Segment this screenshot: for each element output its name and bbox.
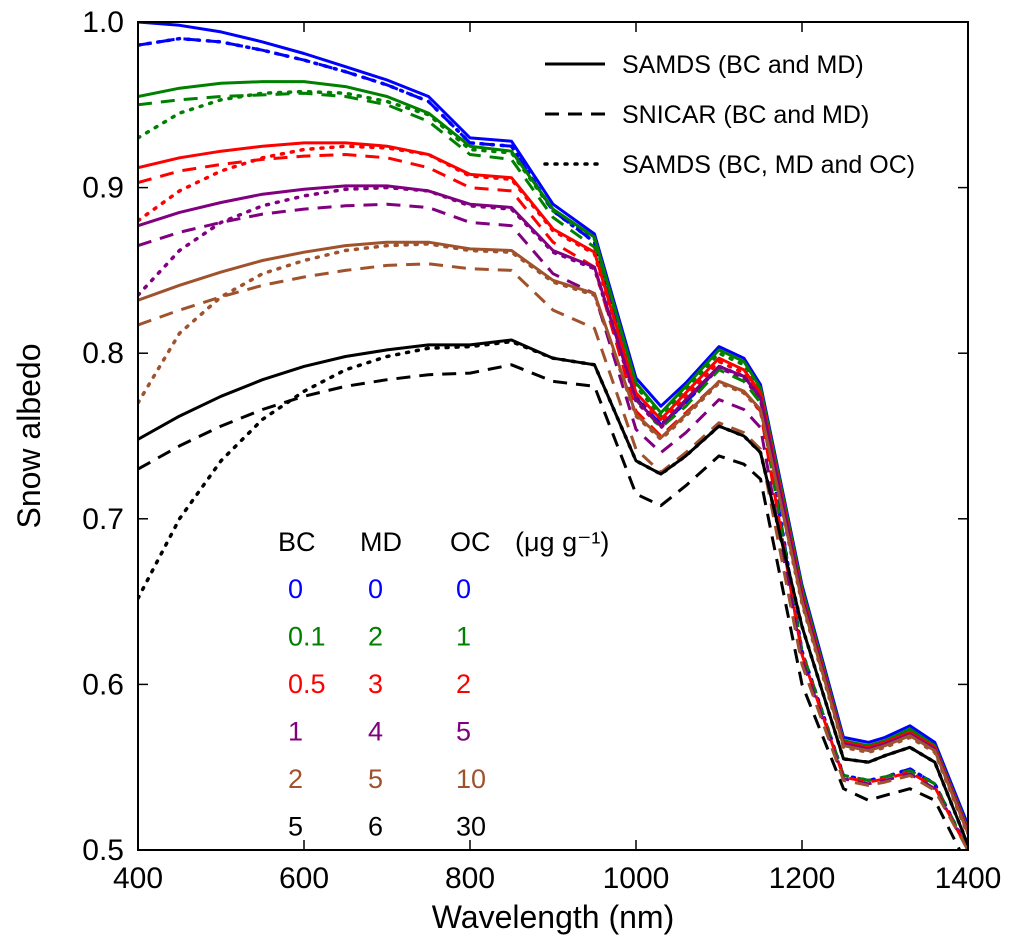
x-tick-label: 1200 [769,862,836,895]
table-cell-bc: 1 [288,717,303,747]
x-tick-label: 1400 [935,862,1002,895]
series-line-solid-group-5 [138,338,968,846]
table-cell-oc: 0 [456,574,471,604]
table-cell-bc: 5 [288,812,303,842]
y-tick-label: 0.7 [82,503,124,536]
x-axis-label: Wavelength (nm) [432,899,674,935]
table-cell-oc: 30 [456,812,486,842]
table-cell-oc: 10 [456,764,486,794]
table-cell-md: 3 [368,669,383,699]
table-rows: 0 0 0 0.1 2 1 0.5 3 2 1 4 5 2 5 10 5 6 30 [288,574,486,842]
plot-frame [137,21,969,851]
table-cell-oc: 2 [456,669,471,699]
table-cell-md: 5 [368,764,383,794]
table-cell-bc: 0 [288,574,303,604]
series-line-solid-group-0 [138,22,968,826]
table-header-bc: BC [278,527,316,557]
y-tick-label: 1.0 [82,6,124,39]
table-cell-md: 0 [368,574,383,604]
table-cell-md: 6 [368,812,383,842]
y-tick-label: 0.9 [82,172,124,205]
series-line-dashed-group-4 [138,262,968,850]
x-tick-label: 600 [279,862,329,895]
table-cell-bc: 2 [288,764,303,794]
series-line-solid-group-4 [138,240,968,834]
series-layer [138,22,968,850]
table-header-oc: OC [450,527,491,557]
legend-label-snicar-bc-md: SNICAR (BC and MD) [622,101,869,129]
table-cell-md: 4 [368,717,383,747]
series-line-solid-group-2 [138,141,968,831]
x-tick-label: 1000 [603,862,670,895]
table-cell-md: 2 [368,622,383,652]
series-line-solid-group-1 [138,80,968,830]
table-cell-oc: 1 [456,622,471,652]
y-tick-label: 0.5 [82,834,124,867]
table-header-md: MD [360,527,402,557]
series-line-dashed-group-3 [138,202,968,850]
concentration-table: BC MD OC (μg g⁻¹) 0 0 0 0.1 2 1 0.5 3 2 1 4 5 2 5 10 5 6… [278,527,609,842]
x-tick-label: 400 [113,862,163,895]
table-cell-oc: 5 [456,717,471,747]
table-cell-bc: 0.1 [288,622,326,652]
legend-label-samds-bc-md-oc: SAMDS (BC, MD and OC) [622,151,915,179]
y-tick-label: 0.8 [82,337,124,370]
legend-label-samds-bc-md: SAMDS (BC and MD) [622,51,864,79]
table-cell-bc: 0.5 [288,669,326,699]
series-line-dotted-group-5 [138,339,968,847]
legend: SAMDS (BC and MD) SNICAR (BC and MD) SAM… [543,51,915,179]
series-line-solid-group-3 [138,184,968,833]
table-header-units: (μg g⁻¹) [515,527,609,557]
series-line-dashed-group-5 [138,363,962,850]
x-tick-label: 800 [445,862,495,895]
y-tick-label: 0.6 [82,668,124,701]
y-axis-label: Snow albedo [11,343,47,528]
